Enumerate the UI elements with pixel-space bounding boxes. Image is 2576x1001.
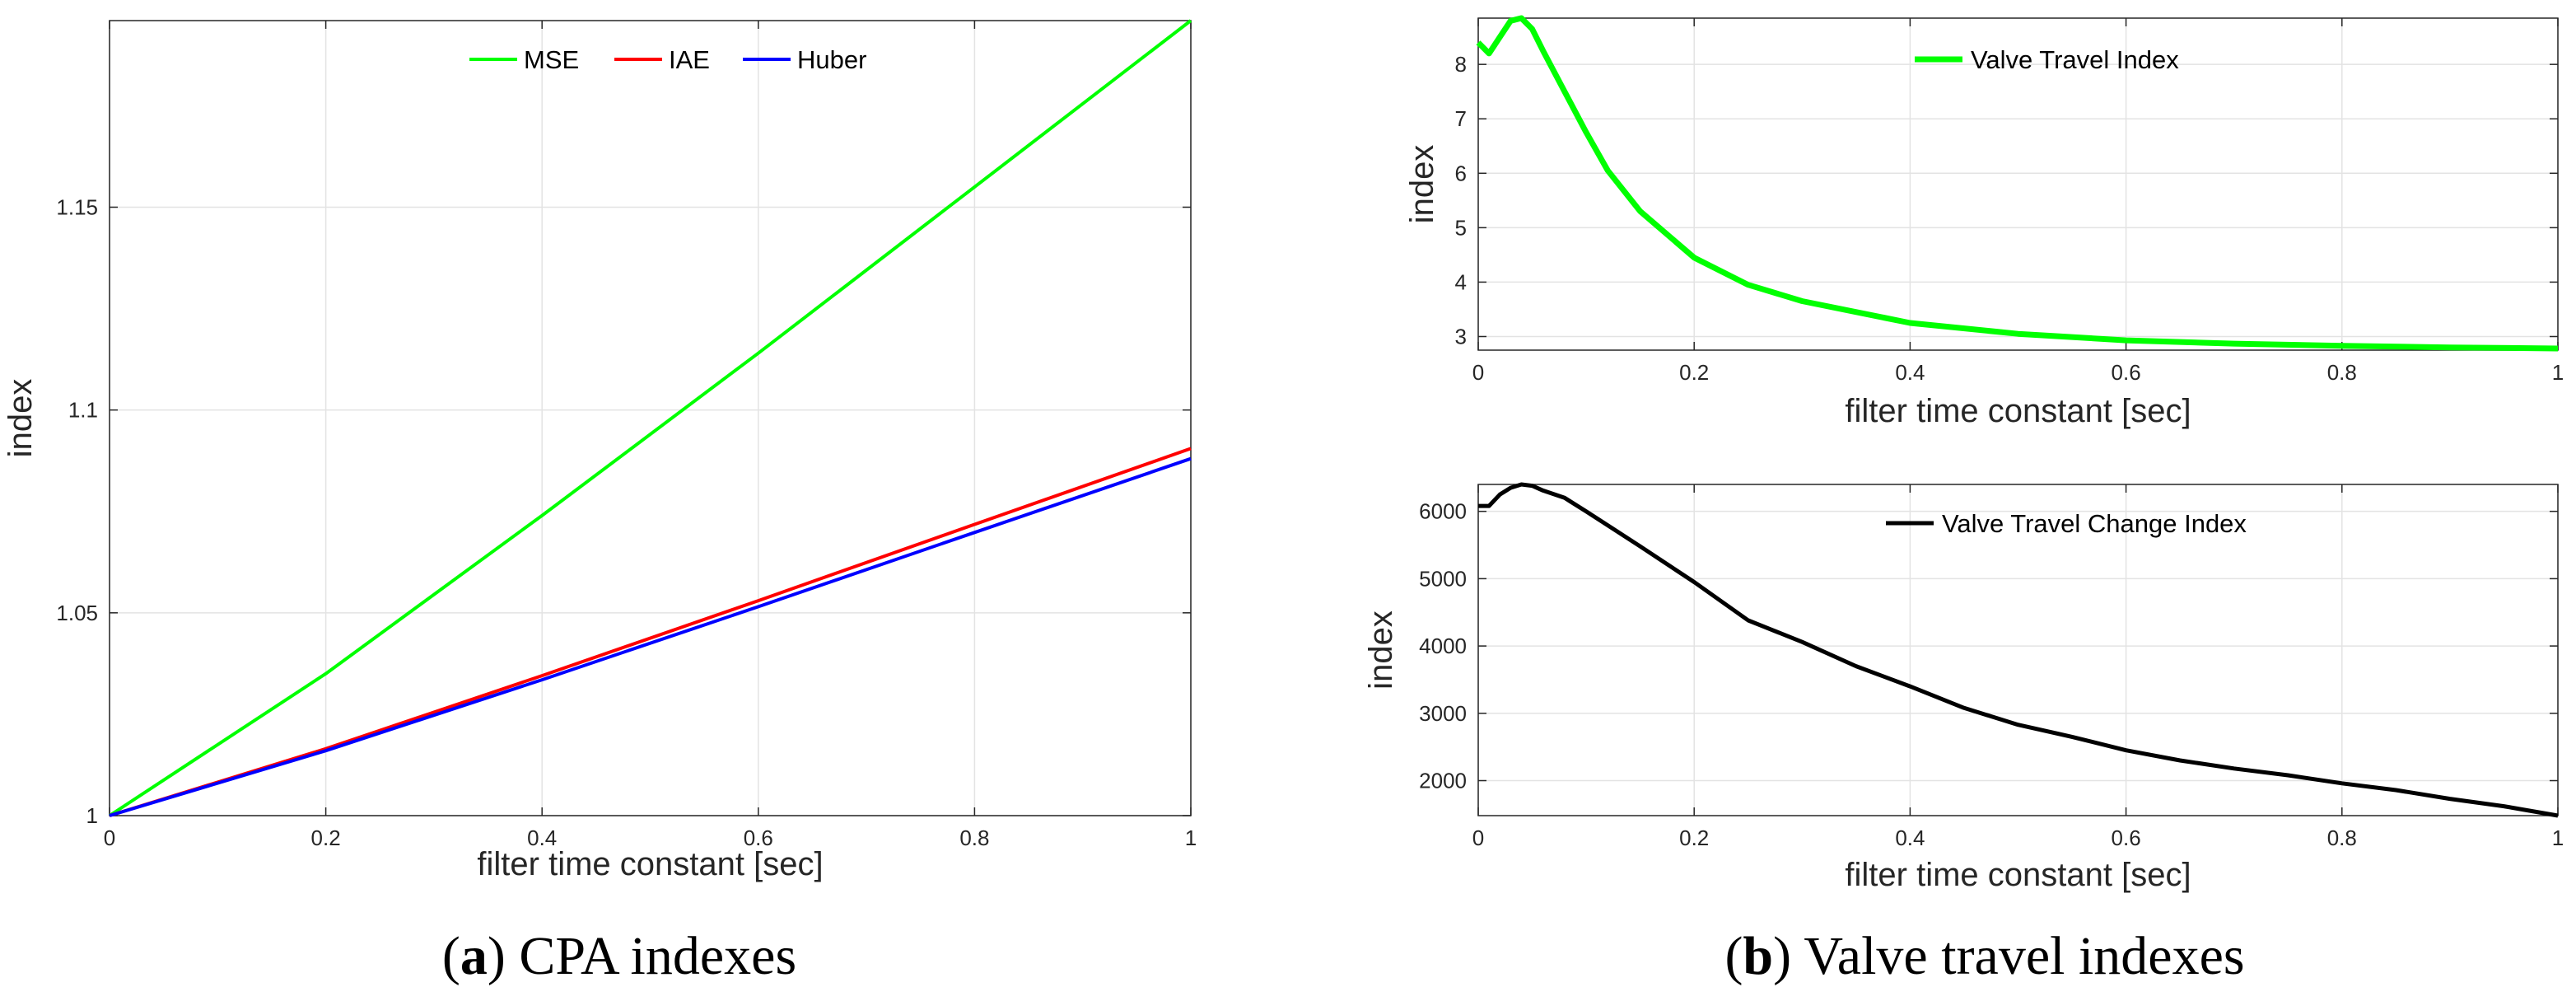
legend-entry: Valve Travel Change Index [1942,509,2247,538]
x-tick-label: 1 [2552,360,2564,385]
y-tick-label: 6 [1455,161,1467,185]
caption-text: Valve travel indexes [1791,926,2244,986]
x-tick-label: 0 [1472,826,1484,850]
plot-frame [1477,484,2559,816]
caption-text: CPA indexes [506,926,796,986]
x-axis-label: filter time constant [sec] [1845,393,2191,429]
x-tick-label: 0.8 [959,826,989,850]
y-tick-label: 1.1 [68,398,98,423]
x-tick-label: 0.4 [527,826,557,850]
legend-entry: MSE [524,45,579,74]
y-tick-label: 1 [86,803,98,828]
caption-vtci: (b) Valve travel indexes [1724,926,2244,986]
series-line-huber [109,456,1192,817]
chart-vtci: 0 0.2 0.4 0.6 0.8 1 2000 3000 4000 5000 6000 filter… [1363,482,2564,986]
caption-paren-open: ( [442,926,460,986]
x-tick-label: 0.8 [2327,826,2357,850]
y-tick-label: 4 [1455,269,1467,294]
y-axis-label: index [2,379,39,458]
caption-letter-bold: a [460,926,488,986]
chart-cpa: 0 0.2 0.4 0.6 0.8 1 1 1.05 1.1 1.15 filter time co… [2,19,1197,986]
y-tick-label: 3000 [1419,701,1467,726]
y-tick-label: 8 [1455,52,1467,77]
y-tick-label: 2000 [1419,769,1467,793]
caption-letter: (a) [442,926,506,986]
caption-paren-open: ( [1724,926,1743,986]
y-tick-label: 3 [1455,324,1467,348]
x-tick-label: 0.4 [1895,360,1925,385]
x-tick-label: 0 [104,826,115,850]
x-tick-label: 0.2 [311,826,341,850]
caption-paren-close: ) [488,926,506,986]
chart-vti: 0 0.2 0.4 0.6 0.8 1 3 4 5 6 7 8 filter time constant… [1404,15,2564,429]
plot-frame [1477,17,2559,351]
legend-entry: Valve Travel Index [1971,45,2179,74]
x-tick-label: 0.2 [1679,360,1709,385]
legend-entry: IAE [669,45,710,74]
y-tick-label: 6000 [1419,499,1467,524]
y-tick-label: 5000 [1419,566,1467,591]
y-tick-label: 1.15 [56,194,98,219]
series-line-mse [108,19,1192,817]
caption-cpa: (a) CPA indexes [442,926,796,986]
x-tick-label: 0.2 [1679,826,1709,850]
series-line-valve-travel-index [1476,15,2559,352]
x-tick-label: 0.8 [2327,360,2357,385]
legend-entry: Huber [797,45,866,74]
x-tick-label: 0.6 [744,826,773,850]
x-tick-label: 1 [1185,826,1197,850]
x-tick-label: 0.4 [1895,826,1925,850]
y-tick-label: 5 [1455,215,1467,240]
y-axis-label: index [1404,145,1440,224]
x-axis-label: filter time constant [sec] [1845,857,2191,893]
caption-letter-bold: b [1743,926,1773,986]
series-line-iae [109,447,1192,817]
caption-letter: (b) [1724,926,1791,986]
y-tick-label: 4000 [1419,634,1467,658]
y-axis-label: index [1363,610,1399,690]
x-tick-label: 0.6 [2112,360,2141,385]
y-tick-label: 7 [1455,106,1467,131]
x-tick-label: 1 [2552,826,2564,850]
x-axis-label: filter time constant [sec] [477,846,823,882]
y-tick-label: 1.05 [56,601,98,625]
plot-frame [109,20,1192,816]
x-tick-label: 0 [1472,360,1484,385]
series-line-valve-travel-change-index [1478,482,2559,818]
x-tick-label: 0.6 [2112,826,2141,850]
caption-paren-close: ) [1773,926,1791,986]
